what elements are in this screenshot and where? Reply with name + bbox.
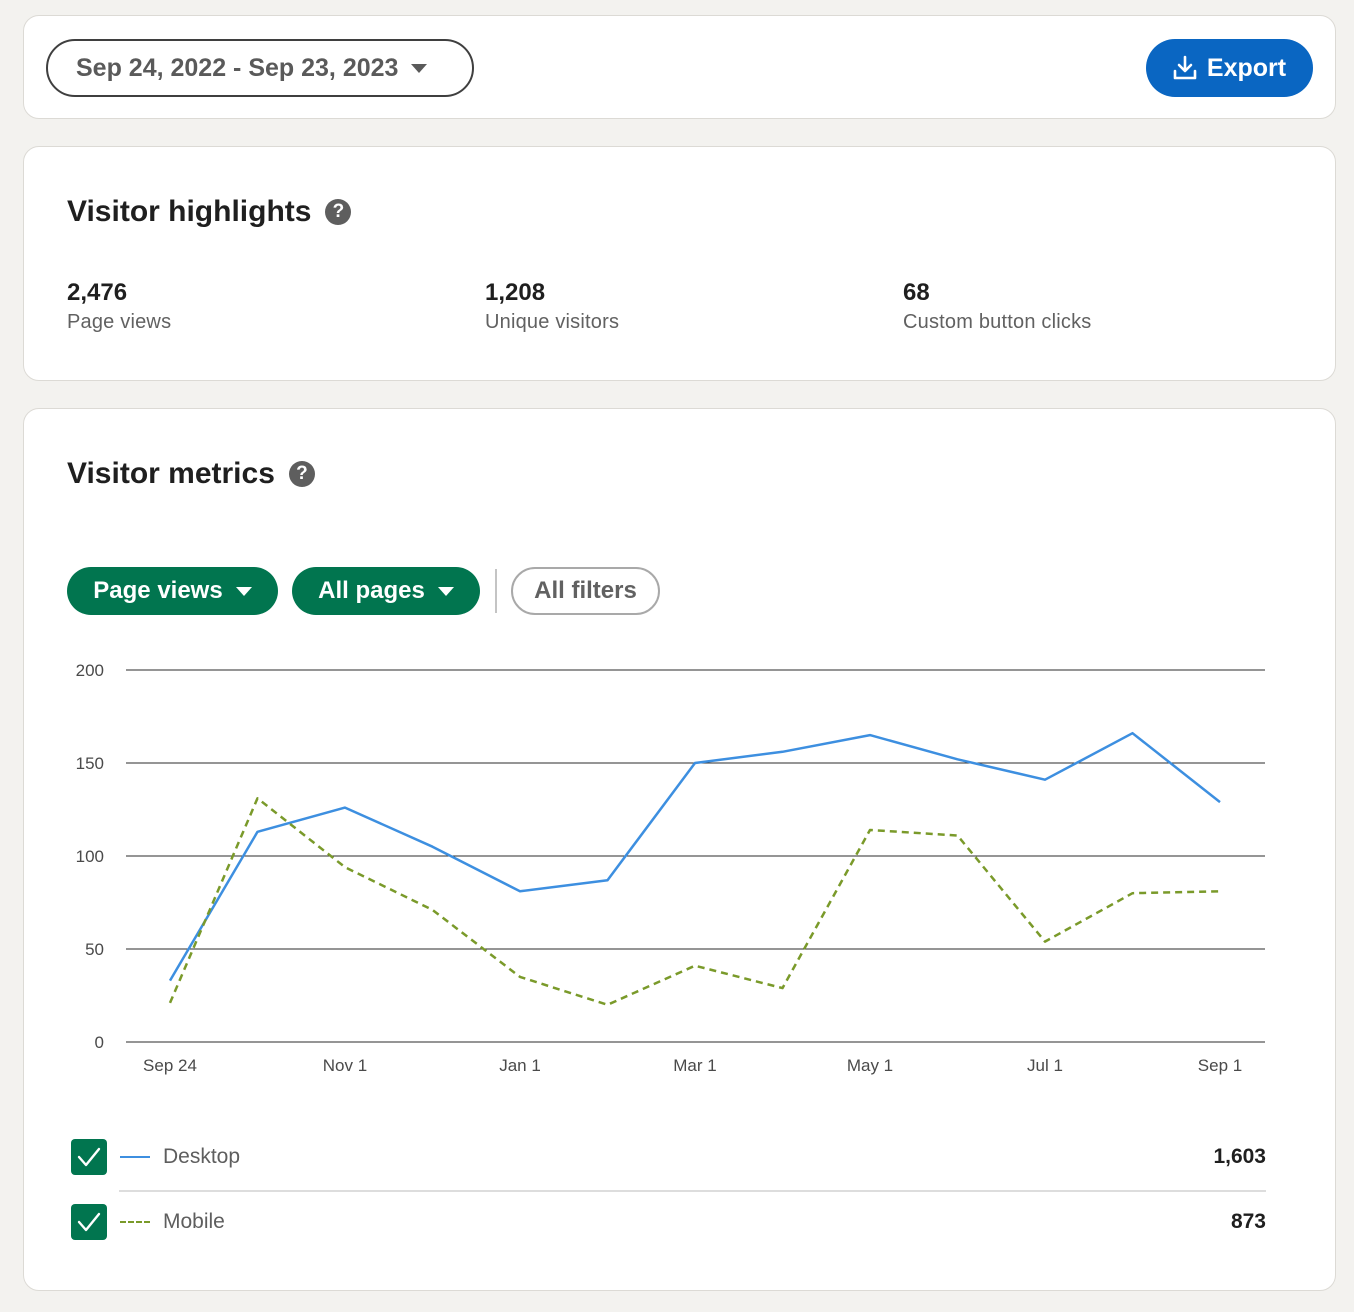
all-filters-button[interactable]: All filters bbox=[511, 567, 660, 615]
legend-label-mobile: Mobile bbox=[163, 1210, 225, 1233]
y-tick-label: 100 bbox=[76, 847, 104, 866]
stat-label: Unique visitors bbox=[485, 311, 620, 333]
export-label: Export bbox=[1206, 53, 1287, 82]
mobile-line-swatch bbox=[120, 1221, 150, 1223]
stat-page-views: 2,476 Page views bbox=[67, 279, 171, 334]
legend-label-desktop: Desktop bbox=[163, 1145, 241, 1168]
toolbar-card: Sep 24, 2022 - Sep 23, 2023 Export bbox=[23, 15, 1336, 119]
y-tick-label: 50 bbox=[85, 940, 104, 959]
line-chart: 0 50 100 150 200 Sep 24 Nov 1 Jan 1 Mar 1 May 1 Ju… bbox=[76, 661, 1265, 1075]
y-tick-label: 0 bbox=[95, 1033, 104, 1052]
visitor-highlights-card: Visitor highlights ? 2,476 Page views 1,… bbox=[23, 146, 1336, 381]
x-tick-label: Sep 1 bbox=[1198, 1056, 1242, 1075]
caret-down-icon bbox=[411, 63, 428, 73]
legend-row-desktop: Desktop 1,603 bbox=[71, 1132, 1266, 1182]
y-tick-label: 200 bbox=[76, 661, 104, 680]
stat-custom-button-clicks: 68 Custom button clicks bbox=[903, 279, 1092, 334]
visitor-metrics-card: Visitor metrics ? Page views All pages A… bbox=[23, 408, 1336, 1291]
metric-dropdown-label: Page views bbox=[93, 577, 223, 604]
section-title: Visitor metrics ? bbox=[67, 457, 315, 491]
help-icon[interactable]: ? bbox=[288, 461, 315, 487]
metric-dropdown[interactable]: Page views bbox=[67, 567, 278, 615]
x-tick-label: Jul 1 bbox=[1027, 1056, 1063, 1075]
caret-down-icon bbox=[235, 586, 252, 596]
legend-row-mobile: Mobile 873 bbox=[71, 1197, 1266, 1247]
series-line-mobile bbox=[168, 797, 1221, 1007]
mobile-checkbox[interactable] bbox=[71, 1204, 107, 1240]
x-tick-label: Mar 1 bbox=[673, 1056, 716, 1075]
section-title: Visitor highlights ? bbox=[67, 195, 352, 229]
pages-dropdown[interactable]: All pages bbox=[292, 567, 480, 615]
series-line-desktop bbox=[168, 731, 1221, 982]
date-range-dropdown[interactable]: Sep 24, 2022 - Sep 23, 2023 bbox=[46, 39, 474, 97]
download-icon bbox=[1173, 55, 1197, 80]
export-button[interactable]: Export bbox=[1146, 39, 1313, 97]
stat-label: Custom button clicks bbox=[903, 311, 1092, 333]
stat-value: 1,208 bbox=[485, 279, 546, 306]
visitor-metrics-title: Visitor metrics bbox=[67, 457, 275, 490]
x-tick-label: Sep 24 bbox=[143, 1056, 197, 1075]
legend-total-desktop: 1,603 bbox=[1213, 1145, 1266, 1168]
desktop-line-swatch bbox=[120, 1156, 150, 1158]
visitor-highlights-title: Visitor highlights bbox=[67, 195, 312, 228]
date-range-label: Sep 24, 2022 - Sep 23, 2023 bbox=[76, 53, 399, 82]
caret-down-icon bbox=[437, 586, 454, 596]
pages-dropdown-label: All pages bbox=[318, 577, 425, 604]
desktop-checkbox[interactable] bbox=[71, 1139, 107, 1175]
stat-unique-visitors: 1,208 Unique visitors bbox=[485, 279, 619, 334]
help-icon[interactable]: ? bbox=[325, 199, 352, 225]
filter-divider bbox=[495, 569, 497, 613]
stat-label: Page views bbox=[67, 311, 172, 333]
x-tick-label: Nov 1 bbox=[323, 1056, 367, 1075]
stat-value: 68 bbox=[903, 279, 930, 306]
x-tick-label: May 1 bbox=[847, 1056, 893, 1075]
legend-divider bbox=[119, 1190, 1266, 1192]
legend-total-mobile: 873 bbox=[1230, 1210, 1266, 1233]
x-tick-label: Jan 1 bbox=[499, 1056, 541, 1075]
all-filters-label: All filters bbox=[534, 577, 637, 604]
checkmark-icon bbox=[77, 1212, 101, 1232]
stat-value: 2,476 bbox=[67, 279, 128, 306]
checkmark-icon bbox=[77, 1147, 101, 1167]
y-tick-label: 150 bbox=[76, 754, 104, 773]
